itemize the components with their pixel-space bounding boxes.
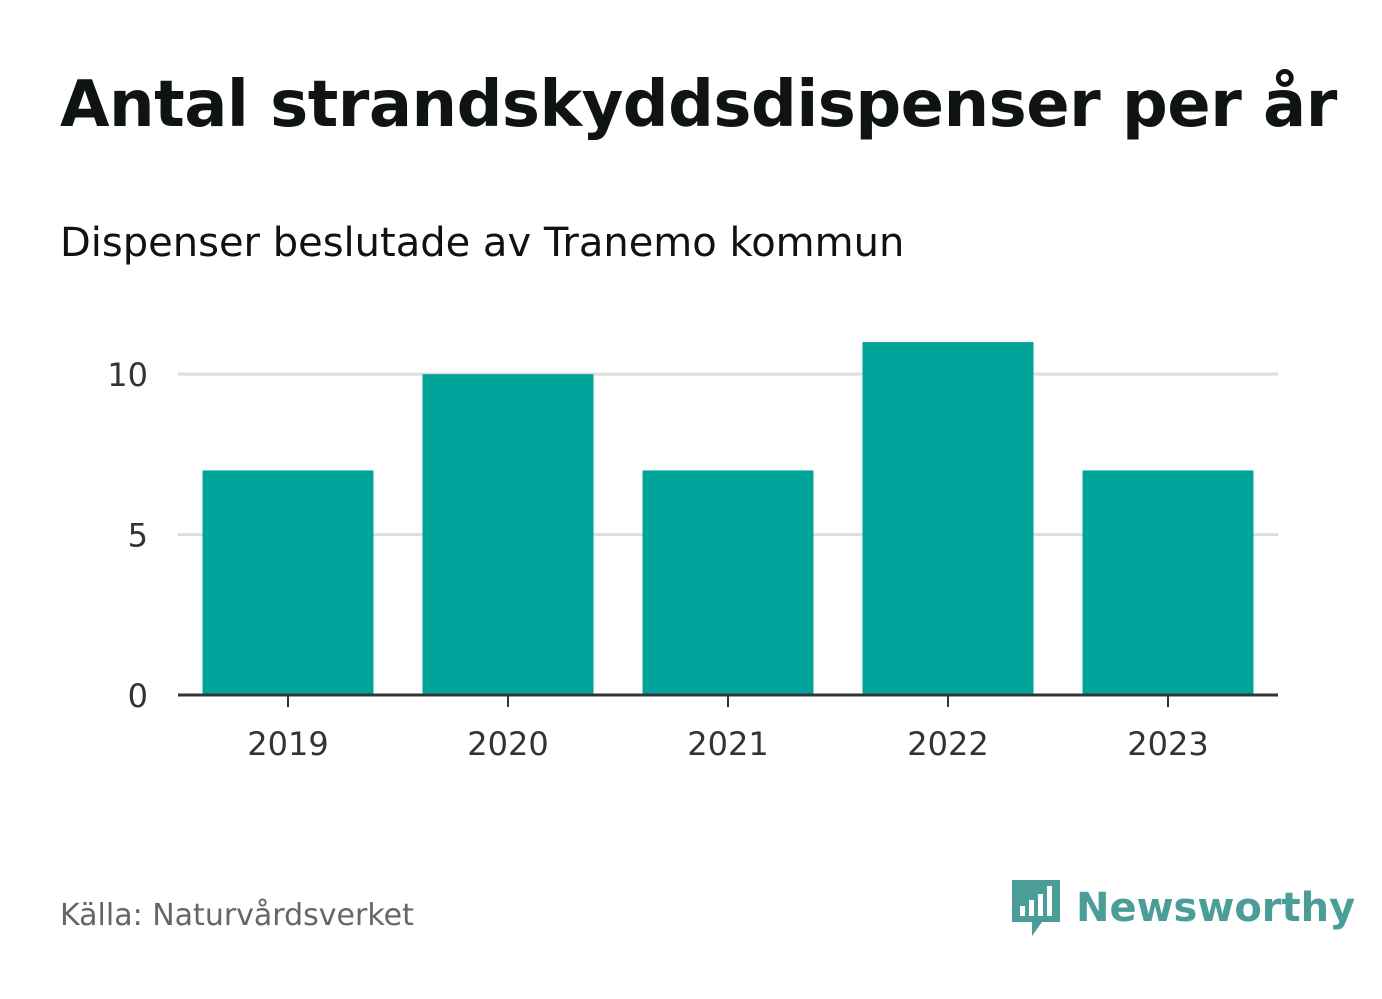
brand-name: Newsworthy — [1076, 885, 1356, 931]
y-tick-label: 0 — [128, 677, 148, 715]
bar — [422, 374, 594, 695]
bar — [642, 470, 814, 695]
source-note: Källa: Naturvårdsverket — [60, 898, 414, 933]
newsworthy-logo-icon — [1012, 880, 1060, 936]
x-tick-label: 2023 — [1127, 725, 1208, 763]
bar — [202, 470, 374, 695]
y-tick-label: 5 — [128, 517, 148, 555]
x-tick-label: 2020 — [467, 725, 548, 763]
chart-title: Antal strandskyddsdispenser per år — [60, 68, 1337, 142]
x-tick-label: 2019 — [247, 725, 328, 763]
chart-subtitle: Dispenser beslutade av Tranemo kommun — [60, 220, 905, 266]
bar — [1082, 470, 1254, 695]
x-tick-label: 2021 — [687, 725, 768, 763]
brand-logo: Newsworthy — [1010, 878, 1355, 938]
x-tick-label: 2022 — [907, 725, 988, 763]
bar — [862, 342, 1034, 695]
y-tick-label: 10 — [107, 356, 148, 394]
